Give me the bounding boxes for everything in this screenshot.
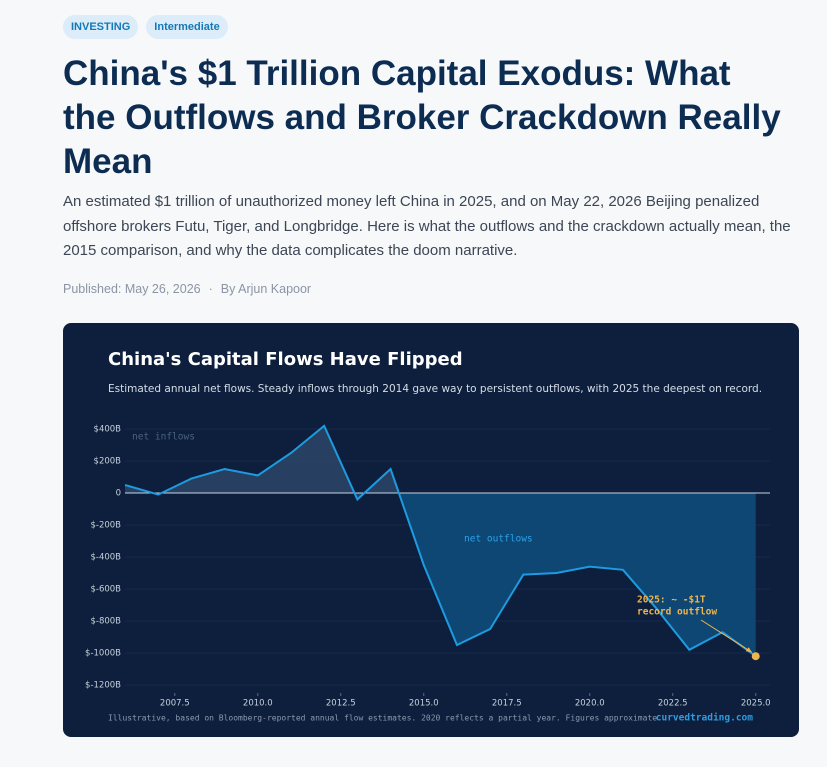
chart: China's Capital Flows Have Flipped Estim… [85, 349, 771, 724]
chart-card: China's Capital Flows Have Flipped Estim… [63, 323, 799, 737]
separator [201, 282, 221, 296]
y-tick-label: $-1000B [85, 649, 121, 659]
y-tick-label: $-1200B [85, 681, 121, 691]
y-tick-label: $-600B [90, 585, 121, 595]
x-tick-label: 2020.0 [575, 699, 605, 709]
x-tick-label: 2022.5 [658, 699, 688, 709]
chart-note: Illustrative, based on Bloomberg-reporte… [108, 714, 662, 723]
annotation: net outflows [464, 534, 533, 545]
chart-subtitle: Estimated annual net flows. Steady inflo… [108, 383, 762, 395]
badge[interactable]: Intermediate [146, 15, 228, 39]
published: Published: May 26, 2026 [63, 282, 201, 296]
x-tick-label: 2015.0 [409, 699, 439, 709]
y-tick-label: $200B [94, 457, 122, 467]
annotation: net inflows [132, 432, 195, 443]
y-tick-label: 0 [116, 489, 121, 499]
arrow-head [745, 647, 752, 653]
inflow-area [125, 425, 756, 493]
highlight-point [751, 652, 760, 661]
x-tick-label: 2010.0 [243, 699, 273, 709]
article-dek: An estimated $1 trillion of unauthorized… [63, 193, 791, 259]
x-tick-label: 2012.5 [326, 699, 356, 709]
flow-line [124, 424, 757, 658]
outflow-area [125, 493, 756, 657]
x-tick-label: 2017.5 [492, 699, 522, 709]
chart-title: China's Capital Flows Have Flipped [108, 349, 463, 370]
y-tick-label: $-800B [90, 617, 121, 627]
annotation-arrow [700, 619, 752, 653]
article-meta: Published: May 26, 2026 By Arjun Kapoor [63, 282, 311, 296]
y-tick-label: $-400B [90, 553, 121, 563]
annotation: record outflow [637, 607, 717, 618]
badge[interactable]: INVESTING [63, 15, 139, 39]
chart-source[interactable]: curvedtrading.com [656, 713, 754, 724]
x-tick-label: 2025.0 [741, 699, 771, 709]
article-title: China's $1 Trillion Capital Exodus: What… [63, 54, 781, 181]
x-tick-label: 2007.5 [160, 699, 190, 709]
y-tick-label: $400B [94, 425, 122, 435]
y-tick-label: $-200B [90, 521, 121, 531]
annotation: 2025: ~ -$1T [637, 595, 706, 606]
badges: INVESTING Intermediate [63, 15, 228, 39]
author[interactable]: By Arjun Kapoor [220, 282, 312, 296]
